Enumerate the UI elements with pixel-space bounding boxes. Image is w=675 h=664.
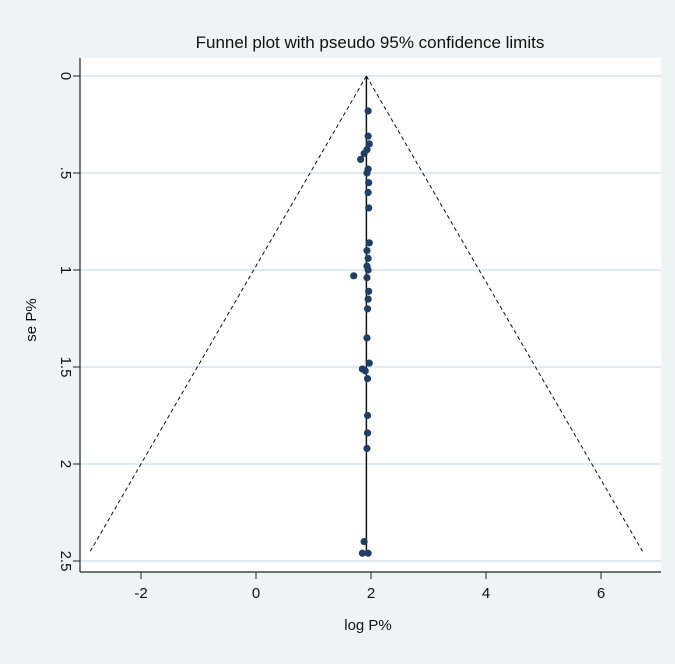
y-tick-label: 2: [57, 460, 74, 468]
study-point: [365, 255, 372, 262]
study-point: [363, 247, 370, 254]
y-tick-label: 2.5: [57, 551, 74, 572]
study-point: [365, 288, 372, 295]
study-point: [365, 296, 372, 303]
study-point: [364, 429, 371, 436]
y-tick-label: 0: [57, 72, 74, 80]
x-tick-label: 4: [482, 585, 490, 602]
study-point: [363, 445, 370, 452]
study-point: [365, 133, 372, 140]
y-tick-label: 1.5: [57, 357, 74, 378]
study-point: [365, 550, 372, 557]
chart-title: Funnel plot with pseudo 95% confidence l…: [196, 33, 545, 52]
study-point: [357, 156, 364, 163]
study-point: [365, 204, 372, 211]
study-point: [361, 538, 368, 545]
y-tick-label: 1: [57, 266, 74, 274]
study-point: [364, 305, 371, 312]
study-point: [365, 107, 372, 114]
study-point: [364, 412, 371, 419]
y-tick-label: .5: [57, 167, 74, 180]
study-point: [365, 189, 372, 196]
study-point: [363, 334, 370, 341]
study-point: [350, 272, 357, 279]
study-point: [363, 169, 370, 176]
x-tick-label: 2: [367, 585, 375, 602]
x-tick-label: -2: [134, 585, 147, 602]
x-tick-label: 0: [252, 585, 260, 602]
x-axis-label: log P%: [344, 617, 392, 634]
study-point: [366, 360, 373, 367]
study-point: [366, 239, 373, 246]
x-tick-label: 6: [597, 585, 605, 602]
y-axis-label: se P%: [23, 298, 40, 341]
study-point: [362, 367, 369, 374]
study-point: [363, 274, 370, 281]
study-point: [365, 179, 372, 186]
study-point: [365, 266, 372, 273]
study-point: [364, 375, 371, 382]
